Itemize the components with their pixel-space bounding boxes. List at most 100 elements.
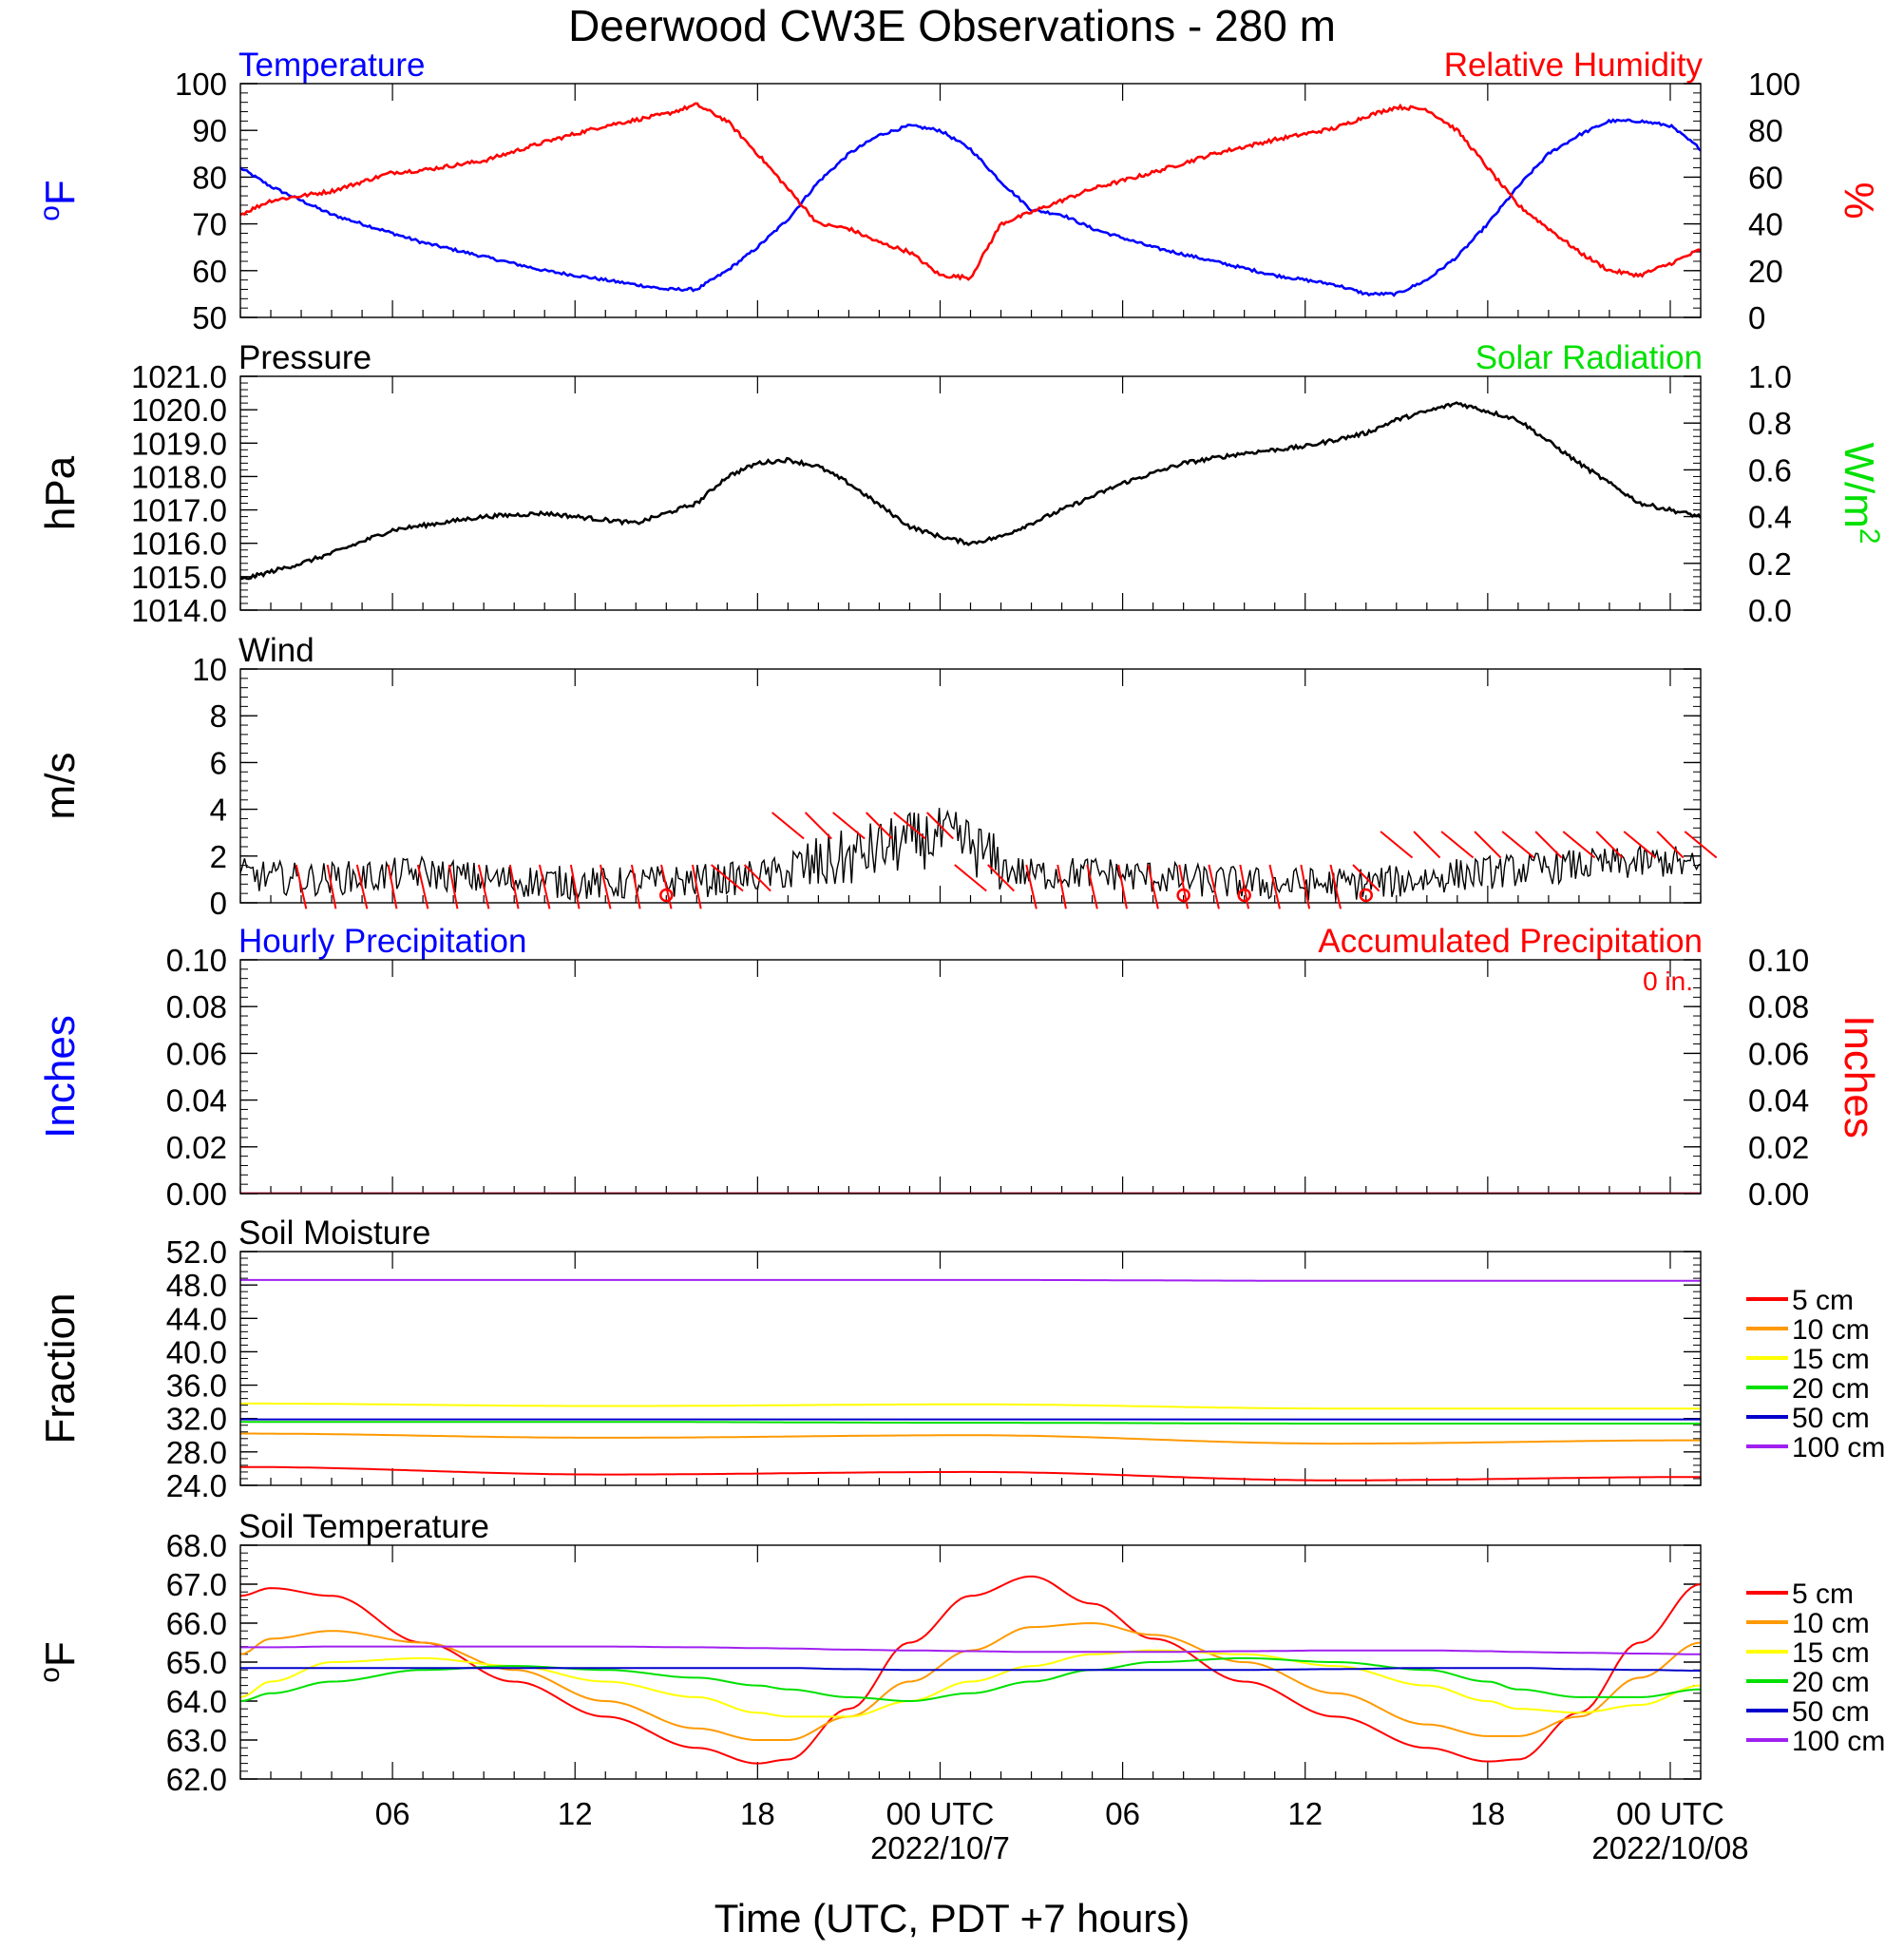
y-tick-label-left: 66.0 <box>166 1606 227 1641</box>
panel-pressure: 1021.01020.01019.01018.01017.01016.01015… <box>37 339 1886 628</box>
wind-barb <box>1057 864 1067 909</box>
y-tick-label-left: 1016.0 <box>131 526 227 562</box>
series-line-10-cm <box>240 1432 1701 1445</box>
x-date-label: 2022/10/7 <box>870 1830 1010 1865</box>
panel-title-left: Wind <box>238 632 314 669</box>
y-tick-label-right: 0.02 <box>1748 1130 1809 1165</box>
panel-wind: 10 8 6 4 2 0 Wind m/s <box>37 632 1718 921</box>
y-tick-label-right: 0.04 <box>1748 1083 1809 1119</box>
wind-barb <box>387 864 398 909</box>
series-line-15-cm <box>240 1649 1701 1718</box>
wind-barb <box>447 864 459 909</box>
y-tick-label-left: 48.0 <box>166 1268 227 1303</box>
wind-barb <box>771 812 805 840</box>
wind-barb <box>1684 831 1718 859</box>
calm-wind-marker <box>1359 888 1374 903</box>
panel-frame <box>239 83 1702 318</box>
panel-soil-temperature: 68.0 67.0 66.0 65.0 64.0 63.0 62.0 Soil Tempera… <box>34 1508 1886 1797</box>
series-line-15-cm <box>240 1402 1701 1410</box>
y-axis-label-right: Inches <box>1836 1015 1882 1138</box>
wind-barb <box>1086 864 1098 909</box>
wind-barb <box>954 864 987 892</box>
panel-soil-moisture: 52.048.044.040.036.032.028.024.0 Soil Moi… <box>37 1215 1885 1503</box>
panel-title-left: Temperature <box>238 47 425 84</box>
x-tick-label: 06 <box>375 1796 410 1831</box>
y-tick-label-right: 0.08 <box>1748 989 1809 1024</box>
x-tick-label: 00 UTC <box>1616 1796 1724 1831</box>
panel-title-right: Accumulated Precipitation <box>1318 923 1703 960</box>
y-tick-label-left: 0 <box>210 886 227 921</box>
legend-label: 50 cm <box>1792 1696 1870 1728</box>
y-axis-label-left: Inches <box>37 1015 84 1138</box>
y-tick-label-right: 1.0 <box>1748 359 1792 394</box>
series-line-5-cm <box>240 1575 1701 1765</box>
y-tick-label-right: 0.6 <box>1748 452 1792 488</box>
wind-barb <box>691 864 702 909</box>
wind-direction-barbs <box>295 812 1718 909</box>
y-tick-label-right: 0 <box>1748 300 1765 335</box>
y-tick-label-left: 50 <box>192 300 227 335</box>
panel-frame <box>239 1544 1702 1780</box>
panel-frame <box>239 1251 1702 1486</box>
y-tick-label-left: 24.0 <box>166 1468 227 1503</box>
x-tick-label: 00 UTC <box>886 1796 995 1831</box>
x-tick-label: 18 <box>740 1796 775 1831</box>
y-tick-label-left: 0.02 <box>166 1130 227 1165</box>
y-tick-label-right: 0.00 <box>1748 1176 1809 1212</box>
y-tick-label-left: 0.04 <box>166 1083 227 1119</box>
wind-barb <box>1380 831 1414 859</box>
wind-barb <box>295 864 308 909</box>
series-line-temperature <box>240 118 1701 297</box>
wind-barb <box>1623 831 1657 859</box>
wind-barb <box>804 812 832 840</box>
y-tick-label-left: 64.0 <box>166 1684 227 1719</box>
wind-barb <box>477 864 490 909</box>
y-axis-label-right: % <box>1836 182 1882 219</box>
plot-area <box>240 1278 1701 1482</box>
legend-label: 15 cm <box>1792 1344 1870 1375</box>
y-tick-label-right: 0.06 <box>1748 1036 1809 1071</box>
y-tick-label-left: 44.0 <box>166 1301 227 1336</box>
series-line-20-cm <box>240 1656 1701 1702</box>
wind-barb <box>1474 831 1502 859</box>
series-line-50-cm <box>240 1667 1701 1672</box>
y-tick-label-left: 1018.0 <box>131 459 227 494</box>
y-axis-label-left: Fraction <box>37 1293 84 1444</box>
legend-label: 5 cm <box>1792 1285 1854 1316</box>
calm-wind-marker <box>1237 888 1251 903</box>
wind-barb <box>599 864 612 909</box>
legend-label: 10 cm <box>1792 1314 1870 1346</box>
panel-title-left: Hourly Precipitation <box>238 923 526 960</box>
wind-barb <box>1208 864 1220 909</box>
wind-barb <box>1413 831 1441 859</box>
y-tick-label-left: 63.0 <box>166 1723 227 1758</box>
y-tick-label-left: 10 <box>192 652 227 687</box>
y-tick-label-right: 40 <box>1748 207 1783 242</box>
y-tick-label-left: 6 <box>210 745 227 780</box>
x-tick-label: 06 <box>1105 1796 1140 1831</box>
panel-title-right: Relative Humidity <box>1444 47 1704 84</box>
wind-barb <box>660 864 673 909</box>
y-tick-label-left: 68.0 <box>166 1528 227 1563</box>
y-tick-label-left: 1020.0 <box>131 392 227 428</box>
wind-barb <box>1595 831 1624 859</box>
panel-temperature-humidity: 100 90 80 70 60 50 100 80 60 40 20 0 Temperature Rela… <box>34 47 1883 335</box>
wind-barb <box>1656 831 1685 859</box>
y-tick-label-right: 0.8 <box>1748 406 1792 441</box>
plot-area <box>240 808 1701 901</box>
panel-title-left: Soil Moisture <box>238 1215 430 1252</box>
legend-label: 5 cm <box>1792 1578 1854 1610</box>
y-tick-label-left: 0.00 <box>166 1176 227 1212</box>
y-tick-label-left: 52.0 <box>166 1234 227 1270</box>
wind-barb <box>987 864 1015 892</box>
plot-area <box>240 102 1701 297</box>
panel-title-right: Solar Radiation <box>1476 339 1703 376</box>
wind-barb <box>865 812 893 840</box>
wind-barb <box>1300 864 1311 909</box>
calm-wind-marker <box>1176 888 1190 903</box>
series-line-100-cm <box>240 1278 1701 1282</box>
y-tick-label-right: 0.0 <box>1748 593 1792 628</box>
wind-barb <box>1025 864 1038 909</box>
x-tick-label: 18 <box>1470 1796 1505 1831</box>
